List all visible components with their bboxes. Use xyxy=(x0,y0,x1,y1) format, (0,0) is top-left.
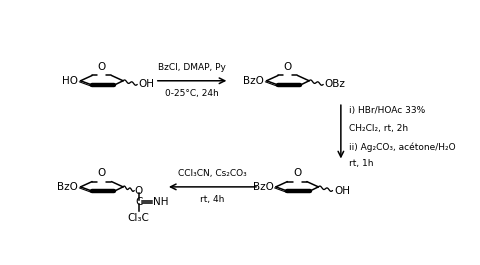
Text: ii) Ag₂CO₃, acétone/H₂O: ii) Ag₂CO₃, acétone/H₂O xyxy=(349,142,456,152)
Text: BzO: BzO xyxy=(58,182,78,192)
Text: C: C xyxy=(135,197,143,207)
Text: Cl₃C: Cl₃C xyxy=(128,213,150,223)
Text: 0-25°C, 24h: 0-25°C, 24h xyxy=(165,89,219,98)
Text: O: O xyxy=(98,62,106,72)
Text: OBz: OBz xyxy=(324,80,346,90)
Text: O: O xyxy=(293,168,301,178)
Text: O: O xyxy=(134,186,143,196)
Text: HO: HO xyxy=(62,76,78,86)
Text: CH₂Cl₂, rt, 2h: CH₂Cl₂, rt, 2h xyxy=(349,124,408,133)
Text: OH: OH xyxy=(139,80,155,90)
Text: O: O xyxy=(98,168,106,178)
Text: OH: OH xyxy=(334,186,350,196)
Text: BzO: BzO xyxy=(243,76,264,86)
Text: rt, 4h: rt, 4h xyxy=(200,196,225,205)
Text: rt, 1h: rt, 1h xyxy=(349,159,373,168)
Text: i) HBr/HOAc 33%: i) HBr/HOAc 33% xyxy=(349,106,425,115)
Text: BzCl, DMAP, Py: BzCl, DMAP, Py xyxy=(158,63,226,72)
Text: O: O xyxy=(284,62,292,72)
Text: NH: NH xyxy=(153,197,168,207)
Text: CCl₃CN, Cs₂CO₃: CCl₃CN, Cs₂CO₃ xyxy=(178,169,247,178)
Text: BzO: BzO xyxy=(253,182,274,192)
